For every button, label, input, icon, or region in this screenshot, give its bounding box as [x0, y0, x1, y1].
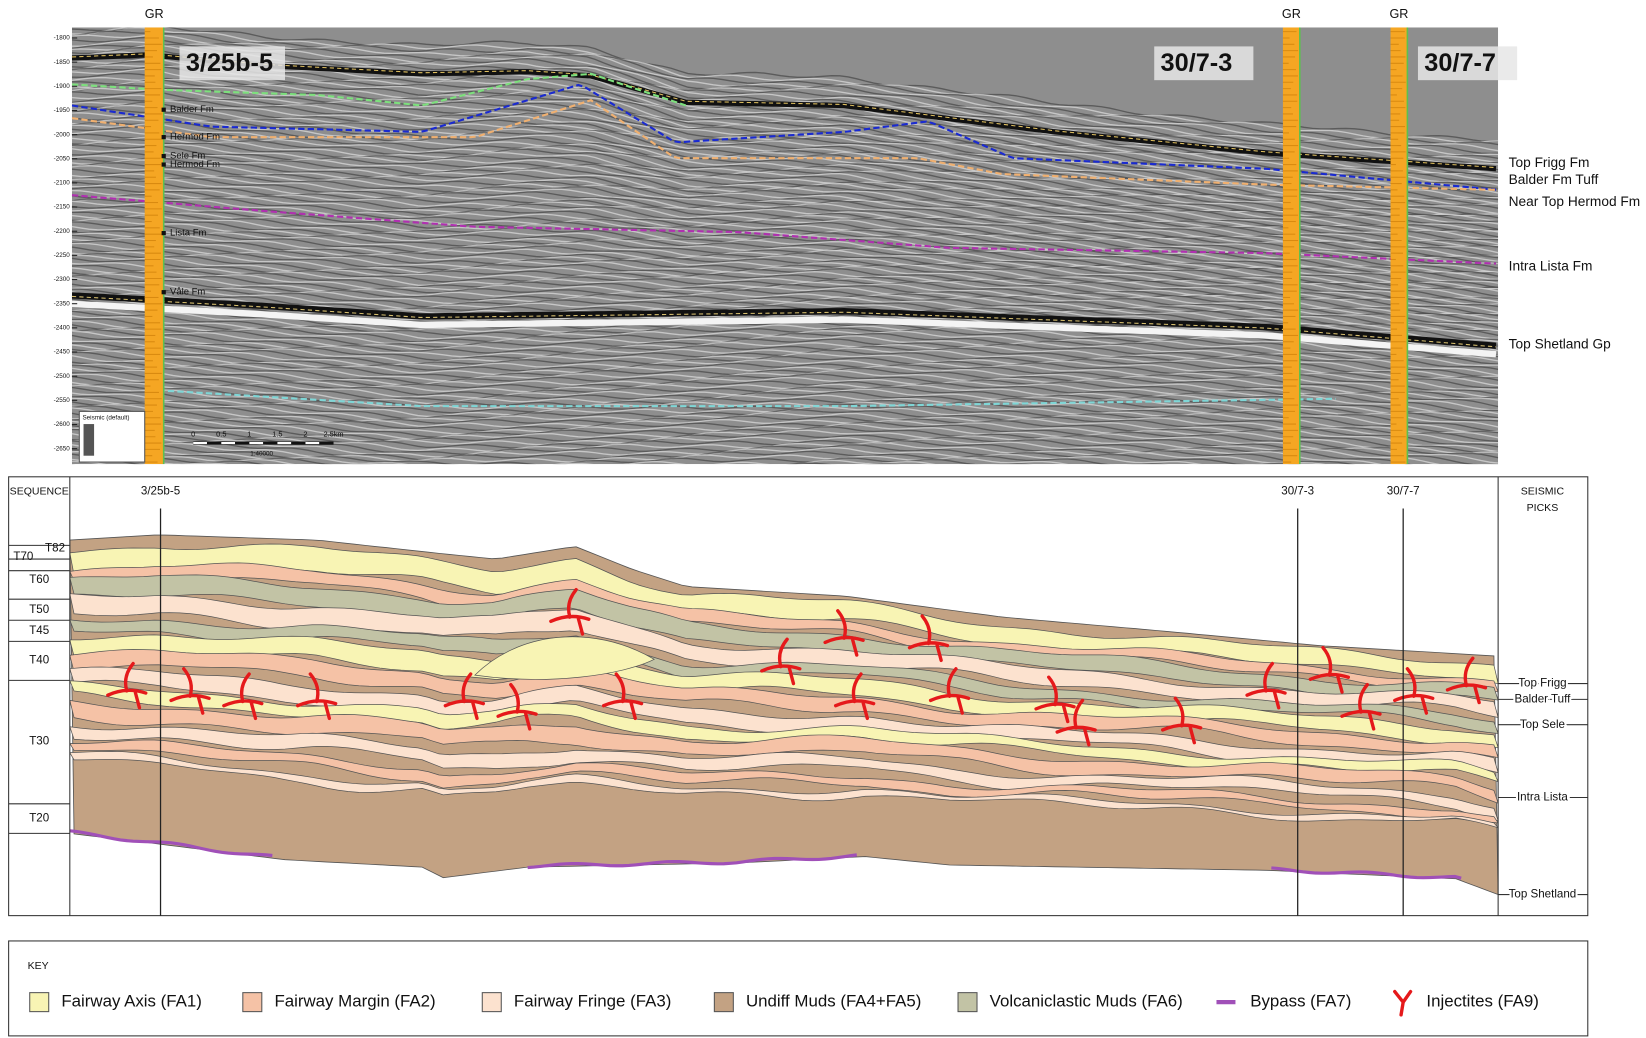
section-pick-label: Intra Lista [1517, 791, 1568, 804]
sequence-label: T45 [29, 624, 49, 637]
scale-bar-segment [193, 442, 207, 444]
log-top-marker [162, 135, 166, 139]
picks-header: PICKS [1527, 502, 1559, 514]
log-top-label: Balder Fm [170, 104, 214, 115]
gr-label: GR [1282, 7, 1301, 21]
key-label: Fairway Margin (FA2) [274, 992, 435, 1011]
depth-label: -2050 [54, 155, 71, 162]
section-pick-label: Balder Tuff [1514, 692, 1571, 705]
depth-label: -2600 [54, 421, 71, 428]
key-title: KEY [28, 960, 49, 972]
log-top-marker [162, 162, 166, 166]
cross-section: 3/25b-5 30/7-3 30/7-7 SEQUENCE T82 T70 T60 T50 T… [9, 477, 1588, 916]
sequence-label: T20 [29, 812, 49, 825]
key-label: Bypass (FA7) [1250, 992, 1351, 1011]
sequence-label: T40 [29, 653, 49, 666]
section-well-label: 30/7-7 [1387, 485, 1420, 498]
scale-ratio: 1:40000 [250, 450, 273, 457]
scale-label: 1.5 [272, 430, 282, 439]
sequence-label: T70 [13, 550, 33, 563]
key-frame [9, 941, 1588, 1036]
well-label: 30/7-7 [1424, 49, 1496, 77]
seismic-pick-label: Top Frigg Fm [1509, 155, 1590, 170]
depth-label: -2150 [54, 204, 71, 211]
key-label: Volcaniclastic Muds (FA6) [990, 992, 1183, 1011]
depth-label: -2550 [54, 397, 71, 404]
seismic-pick-label: Top Shetland Gp [1509, 337, 1611, 352]
sequence-label: T30 [29, 735, 49, 748]
depth-label: -2500 [54, 373, 71, 380]
well-label: 3/25b-5 [186, 49, 273, 77]
depth-label: -1850 [54, 59, 71, 66]
scale-bar-segment [305, 442, 319, 444]
scale-bar-segment [277, 442, 291, 444]
sequence-label: T50 [29, 603, 49, 616]
scale-bar-segment [249, 442, 263, 444]
key-label: Fairway Axis (FA1) [61, 992, 202, 1011]
seismic-legend-ramp [84, 424, 95, 456]
depth-label: -1950 [54, 107, 71, 114]
seismic-pick-label: Near Top Hermod Fm [1509, 194, 1640, 209]
key-label: Injectites (FA9) [1426, 992, 1538, 1011]
key-swatch [30, 993, 49, 1012]
log-top-label: Hermod Fm [170, 159, 220, 170]
depth-label: -2300 [54, 276, 71, 283]
page: GR GR GR 3/25b-5 30/7-3 30/7-7 Balder Fm Hermod… [0, 0, 1646, 1038]
seismic-pick-label: Intra Lista Fm [1509, 259, 1593, 274]
depth-label: -2650 [54, 445, 71, 452]
section-pick-label: Top Frigg [1518, 677, 1566, 690]
key-swatch [243, 993, 262, 1012]
key-label: Fairway Fringe (FA3) [514, 992, 671, 1011]
key: KEY Fairway Axis (FA1) Fairway Margin (FA2… [9, 941, 1588, 1036]
depth-label: -2100 [54, 180, 71, 187]
scale-label: 0 [191, 430, 195, 439]
seismic-legend-title: Seismic (default) [82, 414, 129, 421]
sequence-label: T82 [45, 542, 65, 555]
well-label: 30/7-3 [1161, 49, 1233, 77]
key-swatch [958, 993, 977, 1012]
depth-label: -2000 [54, 131, 71, 138]
depth-label: -1800 [54, 35, 71, 42]
log-top-marker [162, 108, 166, 112]
section-well-label: 30/7-3 [1281, 485, 1314, 498]
section-pick-label: Top Sele [1520, 718, 1565, 731]
gr-label: GR [145, 7, 164, 21]
seismic-section [72, 24, 1498, 519]
log-top-label: Lista Fm [170, 228, 206, 239]
depth-label: -2400 [54, 325, 71, 332]
scale-label: 0.5 [216, 430, 226, 439]
scale-label: 1 [247, 430, 251, 439]
scale-label: 2 [303, 430, 307, 439]
section-well-label: 3/25b-5 [141, 485, 180, 498]
key-swatch [482, 993, 501, 1012]
log-top-marker [162, 290, 166, 294]
key-label: Undiff Muds (FA4+FA5) [746, 992, 921, 1011]
log-top-label: Hermod Fm [170, 132, 220, 143]
depth-label: -2250 [54, 252, 71, 259]
depth-label: -2350 [54, 300, 71, 307]
sequence-label: T60 [29, 573, 49, 586]
log-top-label: Våle Fm [170, 287, 205, 298]
depth-label: -2200 [54, 228, 71, 235]
seismic-pick-label: Balder Fm Tuff [1509, 172, 1599, 187]
scale-label: 2.5km [323, 430, 343, 439]
depth-label: -1900 [54, 83, 71, 90]
figure: GR GR GR 3/25b-5 30/7-3 30/7-7 Balder Fm Hermod… [0, 0, 1646, 1038]
picks-header: SEISMIC [1521, 485, 1565, 497]
log-top-marker [162, 231, 166, 235]
section-pick-label: Top Shetland [1509, 888, 1577, 901]
sequence-header: SEQUENCE [10, 485, 69, 497]
depth-label: -2450 [54, 349, 71, 356]
gr-label: GR [1389, 7, 1408, 21]
key-swatch [714, 993, 733, 1012]
log-top-marker [162, 154, 166, 158]
scale-bar-segment [221, 442, 235, 444]
